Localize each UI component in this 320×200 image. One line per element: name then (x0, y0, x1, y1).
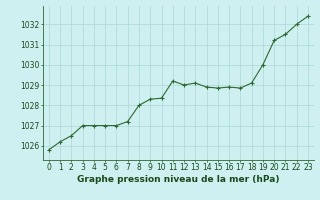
X-axis label: Graphe pression niveau de la mer (hPa): Graphe pression niveau de la mer (hPa) (77, 175, 280, 184)
